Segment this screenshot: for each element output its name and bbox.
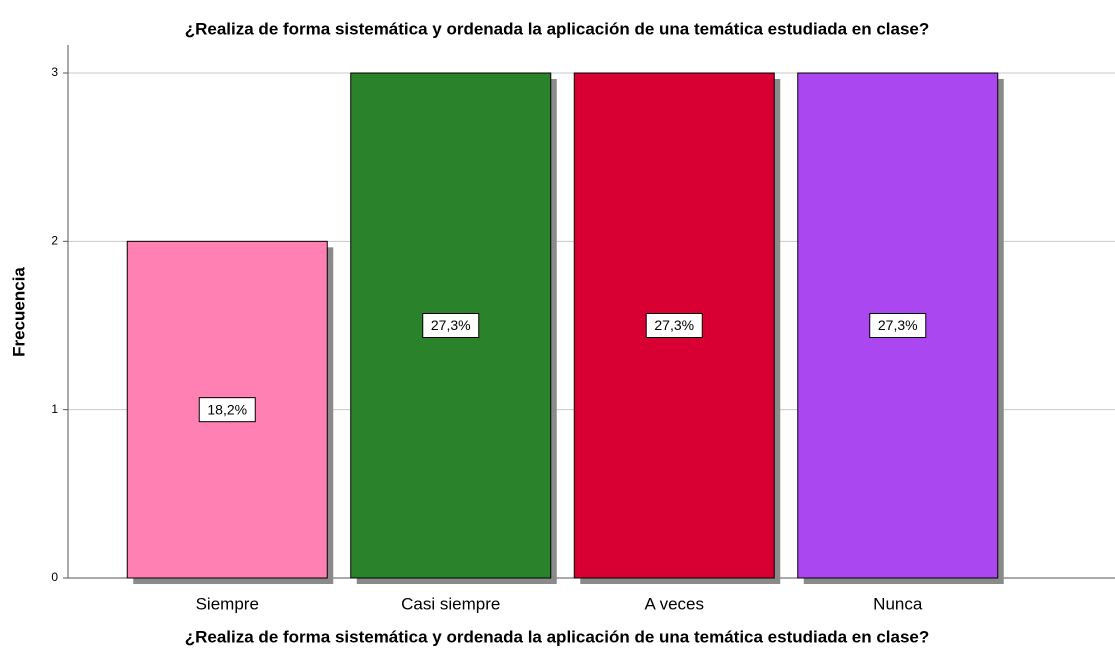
x-axis-label: ¿Realiza de forma sistemática y ordenada… bbox=[185, 627, 930, 646]
y-tick-label: 2 bbox=[51, 234, 58, 248]
x-tick-label: Nunca bbox=[873, 594, 923, 613]
x-tick-label: Casi siempre bbox=[401, 594, 500, 613]
x-tick-label: A veces bbox=[644, 594, 704, 613]
y-tick-label: 0 bbox=[51, 570, 58, 584]
y-tick-label: 3 bbox=[51, 65, 58, 79]
x-tick-label: Siempre bbox=[196, 594, 259, 613]
y-axis-label: Frecuencia bbox=[9, 267, 28, 357]
data-label-box bbox=[422, 313, 480, 338]
data-label: 27,3% bbox=[878, 317, 918, 333]
y-tick-label: 1 bbox=[51, 402, 58, 416]
data-label-box bbox=[198, 397, 256, 423]
chart-title: ¿Realiza de forma sistemática y ordenada… bbox=[185, 19, 930, 38]
data-label-box bbox=[869, 313, 927, 338]
data-label: 27,3% bbox=[431, 317, 471, 333]
data-label: 27,3% bbox=[654, 317, 694, 333]
data-label-box bbox=[645, 313, 703, 338]
data-label: 18,2% bbox=[207, 401, 247, 417]
